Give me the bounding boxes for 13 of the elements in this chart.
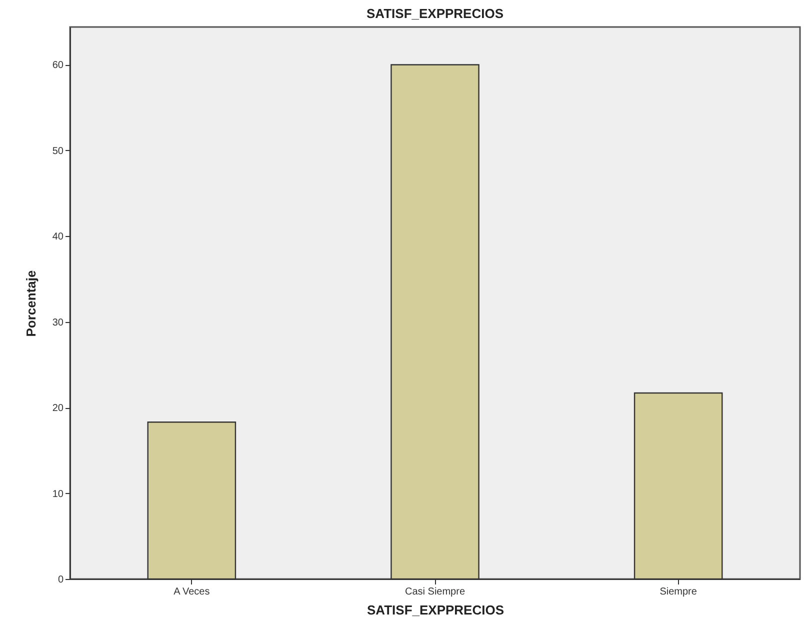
y-tick-label: 40 <box>52 232 64 243</box>
x-tick-label: A Veces <box>174 586 210 598</box>
y-tick-label: 30 <box>52 317 64 328</box>
chart-title: SATISF_EXPPRECIOS <box>366 6 504 21</box>
x-tick-label: Siempre <box>660 586 698 598</box>
y-axis-title: Porcentaje <box>23 270 38 337</box>
y-tick-label: 0 <box>58 574 64 586</box>
x-axis-title: SATISF_EXPPRECIOS <box>366 602 504 618</box>
y-tick-label: 10 <box>52 488 64 500</box>
x-tick-label: Casi Siempre <box>404 586 466 598</box>
y-tick-label: 20 <box>52 403 64 414</box>
y-tick-label: 50 <box>52 146 64 157</box>
y-tick-label: 60 <box>52 60 64 72</box>
